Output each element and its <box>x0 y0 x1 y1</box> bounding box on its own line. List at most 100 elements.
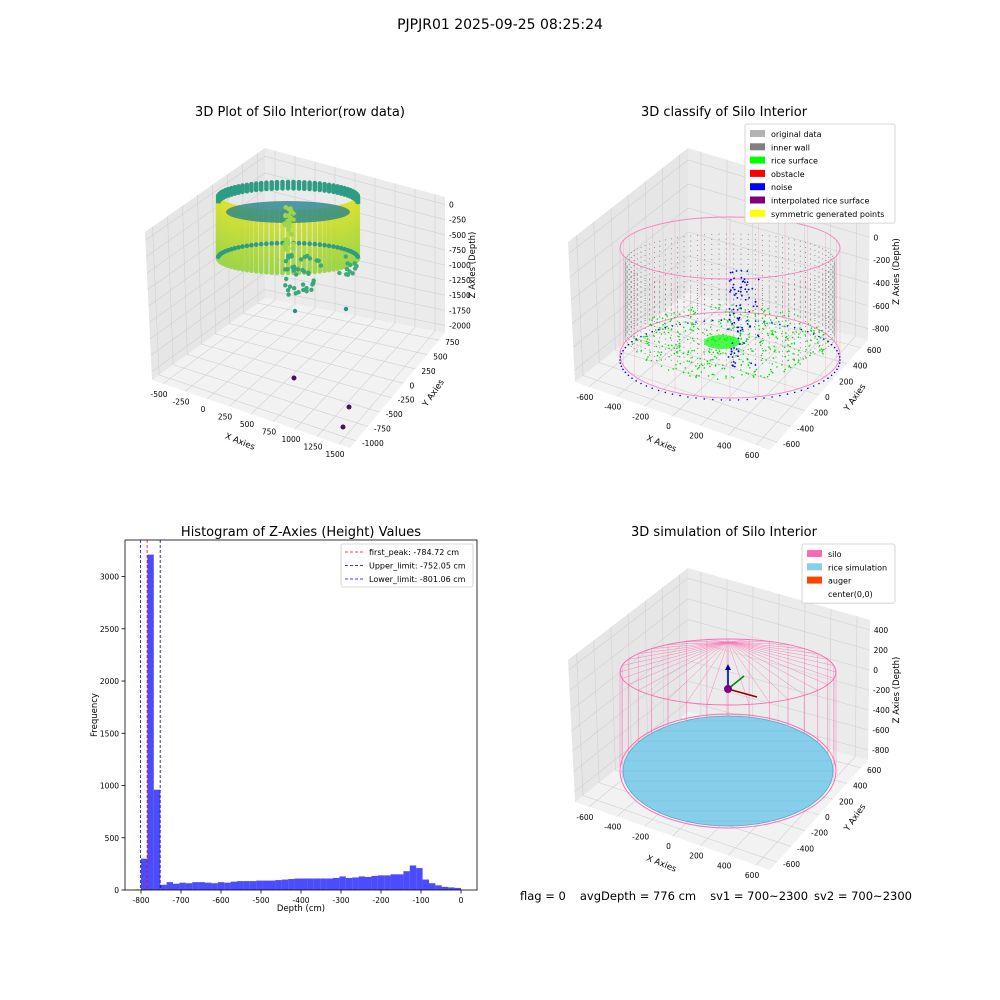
cls-wall-point <box>834 336 836 338</box>
cls-wall-point <box>624 281 626 283</box>
cls-wall-point <box>781 262 784 264</box>
cls-wall-point <box>628 288 630 290</box>
cls-wall-point <box>718 354 720 356</box>
sim-silo-roof-line <box>638 641 729 691</box>
cls-wall-point <box>725 248 727 250</box>
raw-xtick-label: -500 <box>150 390 167 399</box>
cls-wall-point <box>733 359 735 361</box>
cls-wall-point <box>630 321 632 323</box>
cls-wall-point <box>833 340 835 342</box>
cls-wall-point <box>670 303 672 305</box>
cls-wall-point <box>676 267 679 269</box>
cls-wall-point <box>733 304 735 306</box>
cls-noise-point <box>763 321 765 323</box>
sim-ytick-label: -400 <box>797 844 814 853</box>
cls-rice-point <box>689 328 691 331</box>
cls-noise-point <box>751 287 754 290</box>
cls-wall-point <box>649 329 651 331</box>
cls-rice-point <box>781 332 783 335</box>
cls-wall-point <box>697 259 699 261</box>
cls-noise-point <box>733 347 735 349</box>
cls-noise-point <box>737 326 740 329</box>
cls-wall-point <box>624 289 626 291</box>
cls-legend-swatch <box>750 156 765 164</box>
cls-rice-point <box>754 313 757 316</box>
cls-wall-point <box>624 259 626 261</box>
cls-wall-point <box>683 351 685 353</box>
cls-wall-point <box>626 297 628 299</box>
sim-ytick-label: -200 <box>811 829 828 838</box>
cls-wall-point <box>633 320 635 322</box>
cls-wall-point <box>818 326 820 328</box>
histogram-bar <box>153 789 161 890</box>
cls-wall-point <box>697 358 699 360</box>
cls-wall-point <box>754 309 756 311</box>
cls-wall-point <box>747 298 749 300</box>
cls-wall-point <box>676 300 679 302</box>
raw-wall-point <box>338 265 344 271</box>
cls-wall-point <box>754 274 756 276</box>
cls-wall-point <box>794 274 796 276</box>
raw-scatter-point <box>285 267 290 272</box>
cls-wall-point <box>799 250 801 252</box>
cls-rice-point <box>738 348 740 350</box>
cls-wall-point <box>725 309 727 311</box>
cls-rice-point <box>740 364 743 366</box>
cls-noise-point <box>687 396 689 398</box>
cls-noise-point <box>812 385 815 387</box>
cls-wall-point <box>625 265 627 267</box>
cls-wall-point <box>833 332 835 334</box>
cls-wall-point <box>834 303 836 305</box>
cls-noise-point <box>786 393 789 395</box>
cls-rice-point <box>655 345 658 348</box>
cls-wall-point <box>718 268 720 270</box>
cls-rice-point <box>667 331 670 334</box>
cls-wall-point <box>640 301 642 303</box>
cls-noise-point <box>807 387 809 390</box>
cls-wall-point <box>804 286 807 289</box>
cls-wall-point <box>636 279 638 281</box>
cls-wall-point <box>822 298 824 300</box>
cls-noise-point <box>703 320 706 322</box>
cls-rice-point <box>709 326 712 328</box>
raw-grid-z <box>145 156 446 241</box>
histogram-bar <box>269 880 276 890</box>
cls-ztick-label: 0 <box>874 233 879 242</box>
cls-wall-point <box>624 286 626 288</box>
cls-wall-point <box>822 284 824 286</box>
cls-noise-point <box>827 341 829 343</box>
sv2-label: sv2 = 700~2300 <box>814 889 912 903</box>
raw-ztick-label: -1000 <box>449 261 471 270</box>
cls-wall-point <box>690 337 692 339</box>
sim-silo-bottom-ring <box>619 713 837 829</box>
cls-noise-point <box>730 278 732 281</box>
cls-wall-point <box>625 320 627 322</box>
figure-title: PJPJR01 2025-09-25 08:25:24 <box>397 17 603 33</box>
cls-wall-point <box>640 346 642 348</box>
sim-xtick-label: 200 <box>689 852 704 861</box>
cls-rice-point <box>687 338 689 341</box>
cls-rice-point <box>675 323 678 326</box>
cls-wall-point <box>676 295 679 297</box>
cls-wall-point <box>683 281 685 283</box>
cls-wall-point <box>653 345 656 348</box>
cls-noise-point <box>657 328 660 331</box>
cls-wall-point <box>804 295 807 298</box>
cls-rice-point <box>821 329 823 332</box>
cls-wall-point <box>683 236 685 238</box>
cls-wall-point <box>809 273 811 275</box>
cls-rice-point <box>739 334 741 337</box>
cls-rice-point <box>718 320 720 323</box>
histogram-bar <box>377 875 385 890</box>
cls-wall-point <box>822 319 824 321</box>
cls-wall-point <box>653 280 656 283</box>
cls-wall-point <box>804 261 807 264</box>
cls-wall-point <box>624 334 626 336</box>
sim-grid-z <box>569 598 870 691</box>
cls-rice-point <box>816 338 818 341</box>
cls-wall-point <box>683 256 685 258</box>
cls-wall-point <box>768 290 770 292</box>
cls-wall-point <box>636 314 638 316</box>
cls-wall-point <box>625 295 627 297</box>
cls-wall-point <box>833 300 835 302</box>
